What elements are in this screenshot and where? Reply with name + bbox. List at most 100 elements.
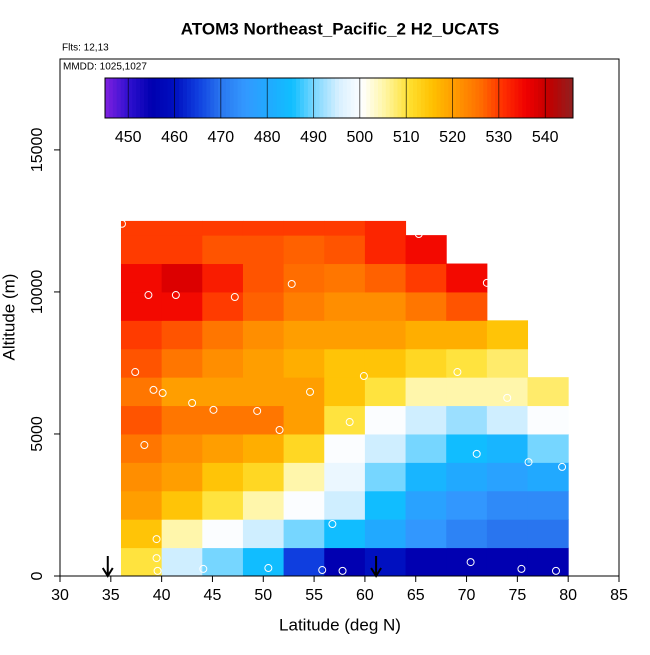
colorbar-cell [155,78,161,118]
x-tick-label: 35 [102,587,120,604]
sample-point [153,566,162,575]
sample-point [414,229,423,238]
colorbar-cell [144,78,149,118]
colorbar-cell [307,78,313,118]
colorbar-tick-label: 490 [300,129,327,146]
heat-cell [161,547,203,577]
colorbar-cell [565,78,570,118]
heat-cell [486,433,529,463]
colorbar-cell [510,78,515,118]
colorbar-cell [463,78,469,118]
heat-cell [202,235,244,265]
x-tick-label: 65 [407,587,425,604]
colorbar-cell [339,78,344,118]
colorbar-cell [557,78,562,118]
sample-point [517,564,526,573]
colorbar-cell [245,78,250,118]
colorbar-cell [354,78,359,118]
sample-point [131,368,140,377]
colorbar-cell [534,78,539,118]
heat-cell [364,291,407,321]
colorbar-tick-label: 500 [346,129,373,146]
heat-cell [242,519,285,549]
sample-point [152,554,161,563]
colorbar-cell [366,78,371,118]
colorbar-cell [105,78,110,118]
colorbar-cell [202,78,207,118]
colorbar-cell [393,78,398,118]
heat-cell [283,377,325,407]
colorbar-cell [229,78,235,118]
colorbar-cell [210,78,215,118]
colorbar-tick-label: 510 [393,129,420,146]
sample-point [345,418,354,427]
colorbar-cell [284,78,289,118]
colorbar-cell [327,78,332,118]
sample-point [328,520,337,529]
y-axis-label: Altitude (m) [0,274,18,361]
colorbar-cell [561,78,566,118]
colorbar-cell [163,78,168,118]
colorbar-cell [147,78,153,118]
colorbar-cell [261,78,266,118]
colorbar-cell [140,78,145,118]
colorbar-cell [237,78,242,118]
colorbar-cell [522,78,527,118]
heat-cell [120,405,163,435]
sample-point [117,219,126,228]
heat-cell [324,348,366,378]
heat-cell [405,263,447,293]
colorbar-cell [186,78,192,118]
colorbar-cell [288,78,293,118]
colorbar-cell [389,78,395,118]
heat-cell [283,320,325,350]
heat-cell [324,433,366,463]
heat-cell [242,291,285,321]
heat-cell [120,490,163,520]
colorbar-cell [467,78,473,118]
x-tick-label: 40 [153,587,171,604]
colorbar-cell [225,78,231,118]
sample-point [551,566,560,575]
colorbar-tick-label: 470 [207,129,234,146]
colorbar-cell [136,78,141,118]
heat-cell [242,433,285,463]
colorbar-cell [479,78,484,118]
heat-cell [283,220,325,236]
colorbar-cell [218,78,223,118]
heat-cell [202,405,244,435]
sample-point [158,389,167,398]
heat-cell [283,263,325,293]
colorbar-cell [409,78,414,118]
heat-cell [527,405,569,435]
x-tick-label: 50 [254,587,272,604]
colorbar-cell [276,78,281,118]
colorbar-cell [502,78,508,118]
sample-point [287,279,296,288]
heat-cell [446,377,488,407]
colorbar-cell [303,78,309,118]
heat-cell [446,320,488,350]
colorbar-tick-label: 450 [115,129,142,146]
colorbar-cell [179,78,184,118]
colorbar-cell [323,78,328,118]
colorbar-cell [401,78,406,118]
colorbar-cell [206,78,211,118]
colorbar-cell [190,78,196,118]
heat-cell [202,433,244,463]
colorbar-cell [128,78,133,118]
colorbar-cell [350,78,356,118]
colorbar-cell [553,78,558,118]
heat-cell [161,462,203,492]
heat-cell [486,348,529,378]
x-tick-label: 45 [204,587,222,604]
heat-cell [242,490,285,520]
heat-cell [364,405,407,435]
heat-cell [324,377,366,407]
heat-cell [161,348,203,378]
colorbar-tick-label: 540 [532,129,559,146]
colorbar-cell [300,78,305,118]
colorbar-cell [272,78,278,118]
y-tick-label: 10000 [29,270,46,315]
heat-cell [405,490,447,520]
